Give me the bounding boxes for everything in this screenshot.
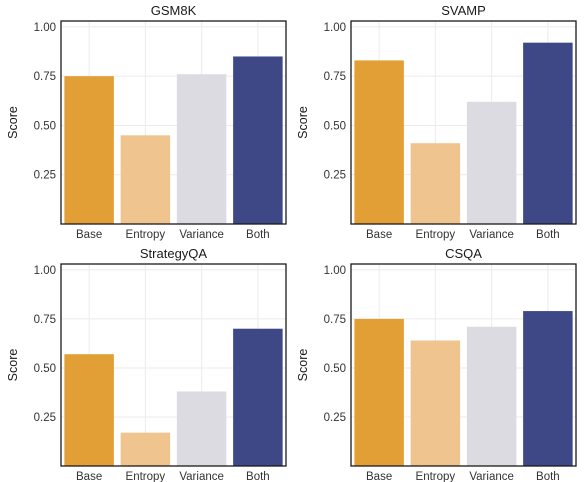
panel-4-frame (350, 263, 577, 467)
panel-2-bar-entropy (410, 143, 461, 224)
panel-1-y-tick-label: 0.75 (34, 71, 56, 83)
panel-1-y-axis-label: Score (6, 106, 20, 139)
panel-2-title: SVAMP (441, 3, 486, 18)
panel-3-y-tick-label: 0.50 (34, 363, 56, 375)
panel-3-y-tick-label: 0.75 (34, 314, 56, 326)
panel-1-x-tick-label: Both (246, 229, 270, 241)
panel-3-y-axis-label: Score (6, 349, 20, 382)
panel-1-title: GSM8K (151, 3, 197, 18)
panel-2-y-axis-label: Score (296, 106, 310, 139)
panel-2-x-tick-label: Base (366, 229, 392, 241)
panel-2-x-tick-label: Variance (469, 229, 514, 241)
panel-1-x-tick-label: Base (76, 229, 102, 241)
panel-4-bar-base (354, 318, 404, 466)
panel-4-x-tick-label: Entropy (416, 471, 456, 482)
panel-1-y-tick-label: 0.50 (34, 120, 56, 132)
panel-4-bar-entropy (410, 340, 461, 466)
panel-3-x-tick-label: Entropy (126, 471, 166, 482)
panel-4-bar-both (523, 311, 573, 466)
panel-1-bar-both (233, 56, 283, 225)
panel-1-bar-base (64, 76, 114, 224)
panel-3-bar-entropy (120, 432, 171, 466)
panel-1-bar-entropy (120, 135, 171, 224)
panel-3-x-tick-label: Base (76, 471, 102, 482)
panel-4-y-tick-label: 0.50 (324, 363, 346, 375)
panel-2-x-tick-label: Entropy (416, 229, 456, 241)
panel-4-title: CSQA (445, 246, 482, 261)
panel-4-x-tick-label: Variance (469, 471, 514, 482)
panel-2-bar-base (354, 60, 404, 224)
panel-2-y-tick-label: 0.25 (324, 170, 346, 182)
panel-4-y-tick-label: 0.25 (324, 412, 346, 424)
panel-3-y-tick-label: 0.25 (34, 412, 56, 424)
panel-1-bar-variance (176, 74, 227, 224)
panel-3-bar-base (64, 354, 114, 466)
panel-2-bar-both (523, 42, 573, 224)
panel-3-frame (60, 263, 287, 467)
panel-4-y-axis-label: Score (296, 349, 310, 382)
panel-2-y-tick-label: 0.50 (324, 120, 346, 132)
panel-3-bar-variance (176, 391, 227, 466)
panel-1-x-tick-label: Entropy (126, 229, 166, 241)
panel-2-bar-variance (466, 101, 517, 224)
panel-1-y-tick-label: 0.25 (34, 170, 56, 182)
panel-3-x-tick-label: Variance (179, 471, 224, 482)
panel-4-y-tick-label: 0.75 (324, 314, 346, 326)
panel-1-y-tick-label: 1.00 (34, 22, 56, 34)
panel-4-x-tick-label: Base (366, 471, 392, 482)
panel-3-y-tick-label: 1.00 (34, 265, 56, 277)
panel-3-title: StrategyQA (140, 246, 208, 261)
panel-2-frame (350, 20, 577, 225)
panel-4-x-tick-label: Both (536, 471, 560, 482)
panel-3-x-tick-label: Both (246, 471, 270, 482)
panel-2-y-tick-label: 0.75 (324, 71, 346, 83)
panel-1-frame (60, 20, 287, 225)
panel-4-bar-variance (466, 326, 517, 466)
panel-2-x-tick-label: Both (536, 229, 560, 241)
panel-3-bar-both (233, 328, 283, 466)
panel-4-y-tick-label: 1.00 (324, 265, 346, 277)
panel-1-x-tick-label: Variance (179, 229, 224, 241)
panel-2-y-tick-label: 1.00 (324, 22, 346, 34)
